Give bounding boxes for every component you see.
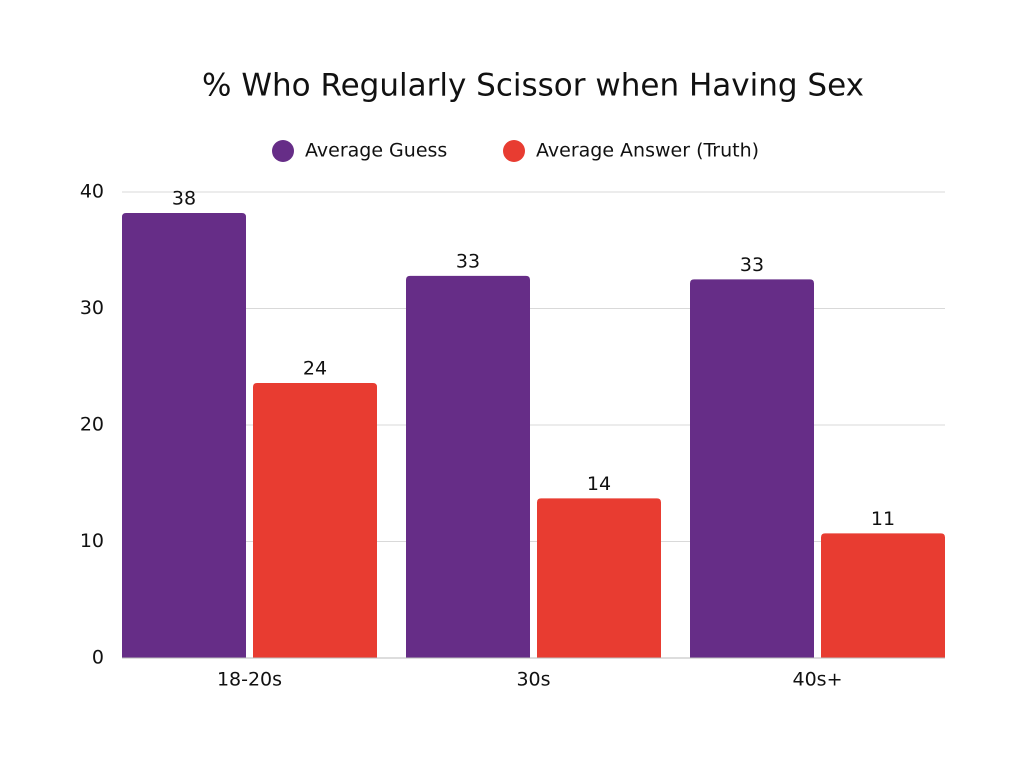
x-tick-label: 18-20s bbox=[217, 669, 282, 691]
y-tick-label: 10 bbox=[80, 530, 104, 552]
y-tick-label: 40 bbox=[80, 181, 104, 203]
value-label: 38 bbox=[172, 187, 196, 209]
bar bbox=[537, 498, 661, 658]
legend-label: Average Guess bbox=[305, 140, 447, 162]
legend-marker bbox=[503, 140, 525, 162]
x-tick-label: 40s+ bbox=[793, 669, 843, 691]
y-tick-label: 0 bbox=[92, 647, 104, 669]
bar bbox=[406, 275, 530, 658]
legend-label: Average Answer (Truth) bbox=[536, 140, 759, 162]
bar bbox=[690, 279, 814, 658]
chart-title: % Who Regularly Scissor when Having Sex bbox=[202, 68, 864, 104]
legend-marker bbox=[272, 140, 294, 162]
value-label: 33 bbox=[740, 254, 764, 276]
bar bbox=[821, 533, 945, 658]
bar bbox=[253, 383, 377, 658]
value-label: 14 bbox=[587, 473, 611, 495]
value-label: 11 bbox=[871, 508, 895, 530]
value-label: 24 bbox=[303, 358, 327, 380]
x-tick-label: 30s bbox=[516, 669, 550, 691]
y-tick-label: 20 bbox=[80, 414, 104, 436]
value-label: 33 bbox=[456, 250, 480, 272]
y-tick-label: 30 bbox=[80, 297, 104, 319]
bar bbox=[122, 212, 246, 658]
